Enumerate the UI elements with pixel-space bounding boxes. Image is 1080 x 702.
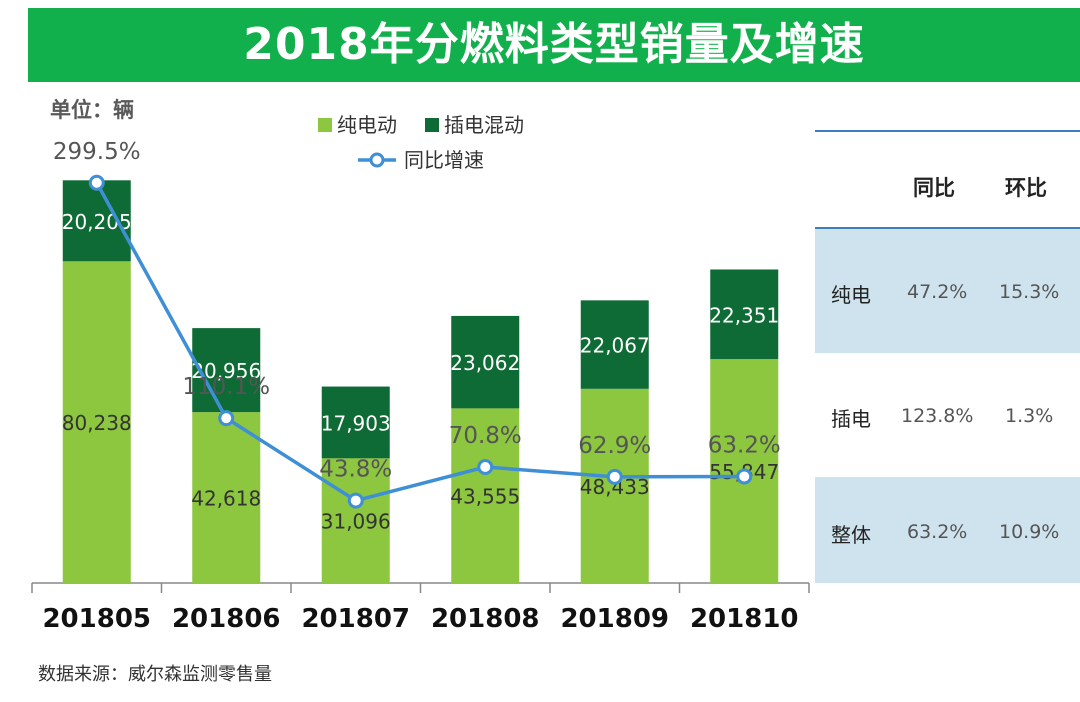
legend-swatch-bev — [318, 118, 332, 132]
bar-phev — [451, 315, 520, 409]
stacked-bar-line-chart: 80,23820,20520180542,61820,95620180631,0… — [31, 113, 810, 634]
bar-phev — [580, 300, 649, 389]
bar-bev — [62, 261, 131, 583]
x-tick-label: 201807 — [301, 604, 410, 634]
table-cell-mom: 10.9% — [999, 521, 1060, 543]
x-tick-label: 201806 — [172, 604, 281, 634]
legend-swatch-phev — [425, 118, 439, 132]
data-label-bev: 43,555 — [450, 485, 520, 509]
legend-marker-yoy — [369, 152, 385, 168]
unit-label: 单位：辆 — [50, 98, 134, 122]
table-row-label: 纯电 — [831, 283, 871, 307]
table-top-rule — [815, 130, 1080, 132]
yoy-label: 63.2% — [708, 432, 781, 458]
x-tick-label: 201809 — [560, 604, 669, 634]
yoy-point — [606, 468, 623, 485]
bar-bev — [580, 388, 649, 583]
x-tick-label: 201810 — [690, 604, 799, 634]
legend-label-yoy: 同比增速 — [404, 148, 484, 172]
bar-bev — [451, 408, 520, 583]
yoy-label: 70.8% — [449, 423, 522, 449]
table-row-label: 插电 — [831, 407, 871, 431]
yoy-point — [88, 174, 105, 191]
yoy-point — [347, 492, 364, 509]
data-label-phev: 22,067 — [580, 334, 650, 358]
table-header-mom: 环比 — [1005, 176, 1047, 200]
x-tick-label: 201808 — [431, 604, 540, 634]
chart-title: 2018年分燃料类型销量及增速 — [243, 19, 865, 70]
table-cell-yoy: 123.8% — [901, 405, 974, 427]
yoy-label: 299.5% — [53, 139, 141, 165]
yoy-growth-line — [95, 181, 745, 503]
table-header-yoy: 同比 — [913, 176, 955, 200]
table-cell-yoy: 47.2% — [907, 281, 968, 303]
bar-bev — [321, 458, 390, 583]
yoy-point — [736, 468, 753, 485]
table-row-band — [815, 229, 1080, 353]
table-cell-yoy: 63.2% — [907, 521, 968, 543]
legend-label-bev: 纯电动 — [337, 113, 397, 137]
x-tick-label: 201805 — [42, 604, 151, 634]
yoy-label: 62.9% — [578, 433, 651, 459]
data-label-bev: 80,238 — [62, 411, 132, 435]
table-row-band — [815, 477, 1080, 583]
yoy-point — [218, 410, 235, 427]
data-label-phev: 17,903 — [321, 411, 391, 435]
table-header-rule — [815, 227, 1080, 229]
yoy-label: 110.1% — [182, 374, 270, 400]
data-label-bev: 42,618 — [191, 487, 261, 511]
data-label-phev: 23,062 — [450, 351, 520, 375]
yoy-point — [477, 459, 494, 476]
data-label-bev: 31,096 — [321, 510, 391, 534]
bar-phev — [192, 328, 261, 413]
bar-phev — [321, 386, 390, 459]
table-row-label: 整体 — [831, 523, 871, 547]
source-note: 数据来源：威尔森监测零售量 — [38, 664, 272, 685]
table-cell-mom: 15.3% — [999, 281, 1060, 303]
table-cell-mom: 1.3% — [1005, 405, 1054, 427]
title-bar: 2018年分燃料类型销量及增速 — [28, 8, 1080, 82]
bar-bev — [192, 412, 261, 583]
bar-phev — [710, 269, 779, 360]
yoy-label: 43.8% — [319, 457, 392, 483]
legend-label-phev: 插电混动 — [444, 113, 524, 137]
data-label-phev: 22,351 — [709, 303, 779, 327]
